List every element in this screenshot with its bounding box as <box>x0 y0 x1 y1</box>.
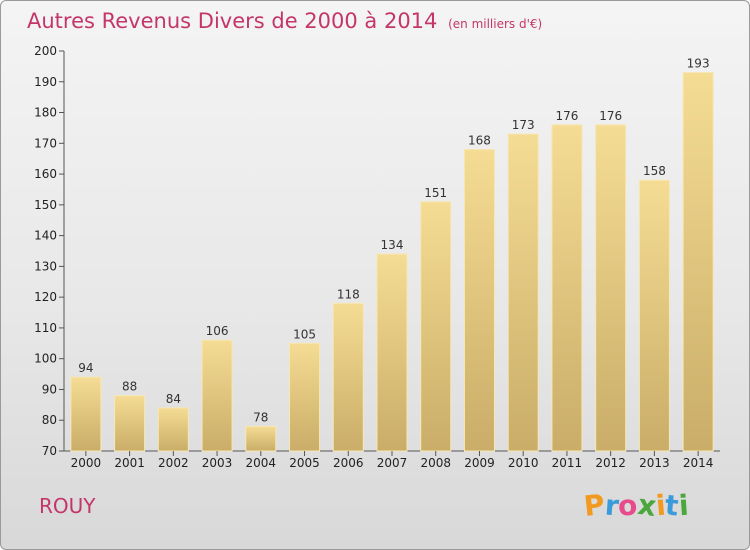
chart-unit: (en milliers d'€) <box>448 17 543 31</box>
bar-2004 <box>245 425 277 452</box>
bar-value-label: 173 <box>512 118 535 132</box>
x-tick-label: 2012 <box>595 456 626 470</box>
y-tick-label: 180 <box>34 106 57 120</box>
bar-value-label: 158 <box>643 164 666 178</box>
bar-value-label: 78 <box>253 410 268 424</box>
bar-2010 <box>507 133 539 452</box>
x-tick-label: 2007 <box>377 456 408 470</box>
x-tick-label: 2002 <box>158 456 189 470</box>
bar-value-label: 168 <box>468 133 491 147</box>
commune-name: ROUY <box>39 494 96 518</box>
y-tick-label: 170 <box>34 136 57 150</box>
y-tick-label: 120 <box>34 290 57 304</box>
bar-2000 <box>70 376 102 452</box>
bar-2003 <box>201 339 233 452</box>
y-tick-label: 80 <box>42 413 57 427</box>
bar-value-label: 94 <box>78 361 93 375</box>
bar-2007 <box>376 253 408 452</box>
y-tick-label: 150 <box>34 198 57 212</box>
bar-2008 <box>420 201 452 452</box>
x-tick-label: 2001 <box>114 456 145 470</box>
bar-2011 <box>551 124 583 452</box>
bar-value-label: 193 <box>687 57 710 71</box>
y-tick-label: 90 <box>42 382 57 396</box>
bar-value-label: 88 <box>122 380 137 394</box>
bar-value-label: 118 <box>337 287 360 301</box>
x-tick-label: 2009 <box>464 456 495 470</box>
proxiti-logo: Proxiti <box>582 488 690 523</box>
bar-value-label: 151 <box>424 186 447 200</box>
x-tick-label: 2006 <box>333 456 364 470</box>
x-tick-label: 2003 <box>202 456 233 470</box>
x-tick-label: 2010 <box>508 456 539 470</box>
bar-2009 <box>463 148 495 452</box>
bar-2005 <box>289 342 321 452</box>
x-tick-label: 2013 <box>639 456 670 470</box>
bar-value-label: 105 <box>293 327 316 341</box>
x-tick-label: 2008 <box>420 456 451 470</box>
bar-2001 <box>114 395 146 452</box>
y-tick-label: 200 <box>34 44 57 58</box>
logo-letter: P <box>582 488 607 523</box>
chart-title: Autres Revenus Divers de 2000 à 2014 (en… <box>27 9 542 33</box>
x-tick-label: 2000 <box>71 456 102 470</box>
y-tick-label: 100 <box>34 352 57 366</box>
bar-2014 <box>682 72 714 452</box>
y-tick-label: 70 <box>42 444 57 458</box>
x-tick-label: 2011 <box>552 456 583 470</box>
bar-2006 <box>332 302 364 452</box>
chart-title-text: Autres Revenus Divers de 2000 à 2014 <box>27 9 438 33</box>
x-tick-label: 2005 <box>289 456 320 470</box>
bar-2002 <box>157 407 189 452</box>
x-tick-label: 2004 <box>246 456 277 470</box>
bar-value-label: 106 <box>206 324 229 338</box>
bar-2013 <box>638 179 670 452</box>
y-tick-label: 190 <box>34 75 57 89</box>
y-tick-label: 130 <box>34 259 57 273</box>
x-tick-label: 2014 <box>683 456 714 470</box>
bar-value-label: 176 <box>555 109 578 123</box>
y-tick-label: 140 <box>34 229 57 243</box>
bar-value-label: 134 <box>381 238 404 252</box>
bar-value-label: 176 <box>599 109 622 123</box>
bar-value-label: 84 <box>166 392 181 406</box>
logo-letter: i <box>677 488 690 523</box>
y-tick-label: 160 <box>34 167 57 181</box>
bar-2012 <box>595 124 627 452</box>
y-tick-label: 110 <box>34 321 57 335</box>
